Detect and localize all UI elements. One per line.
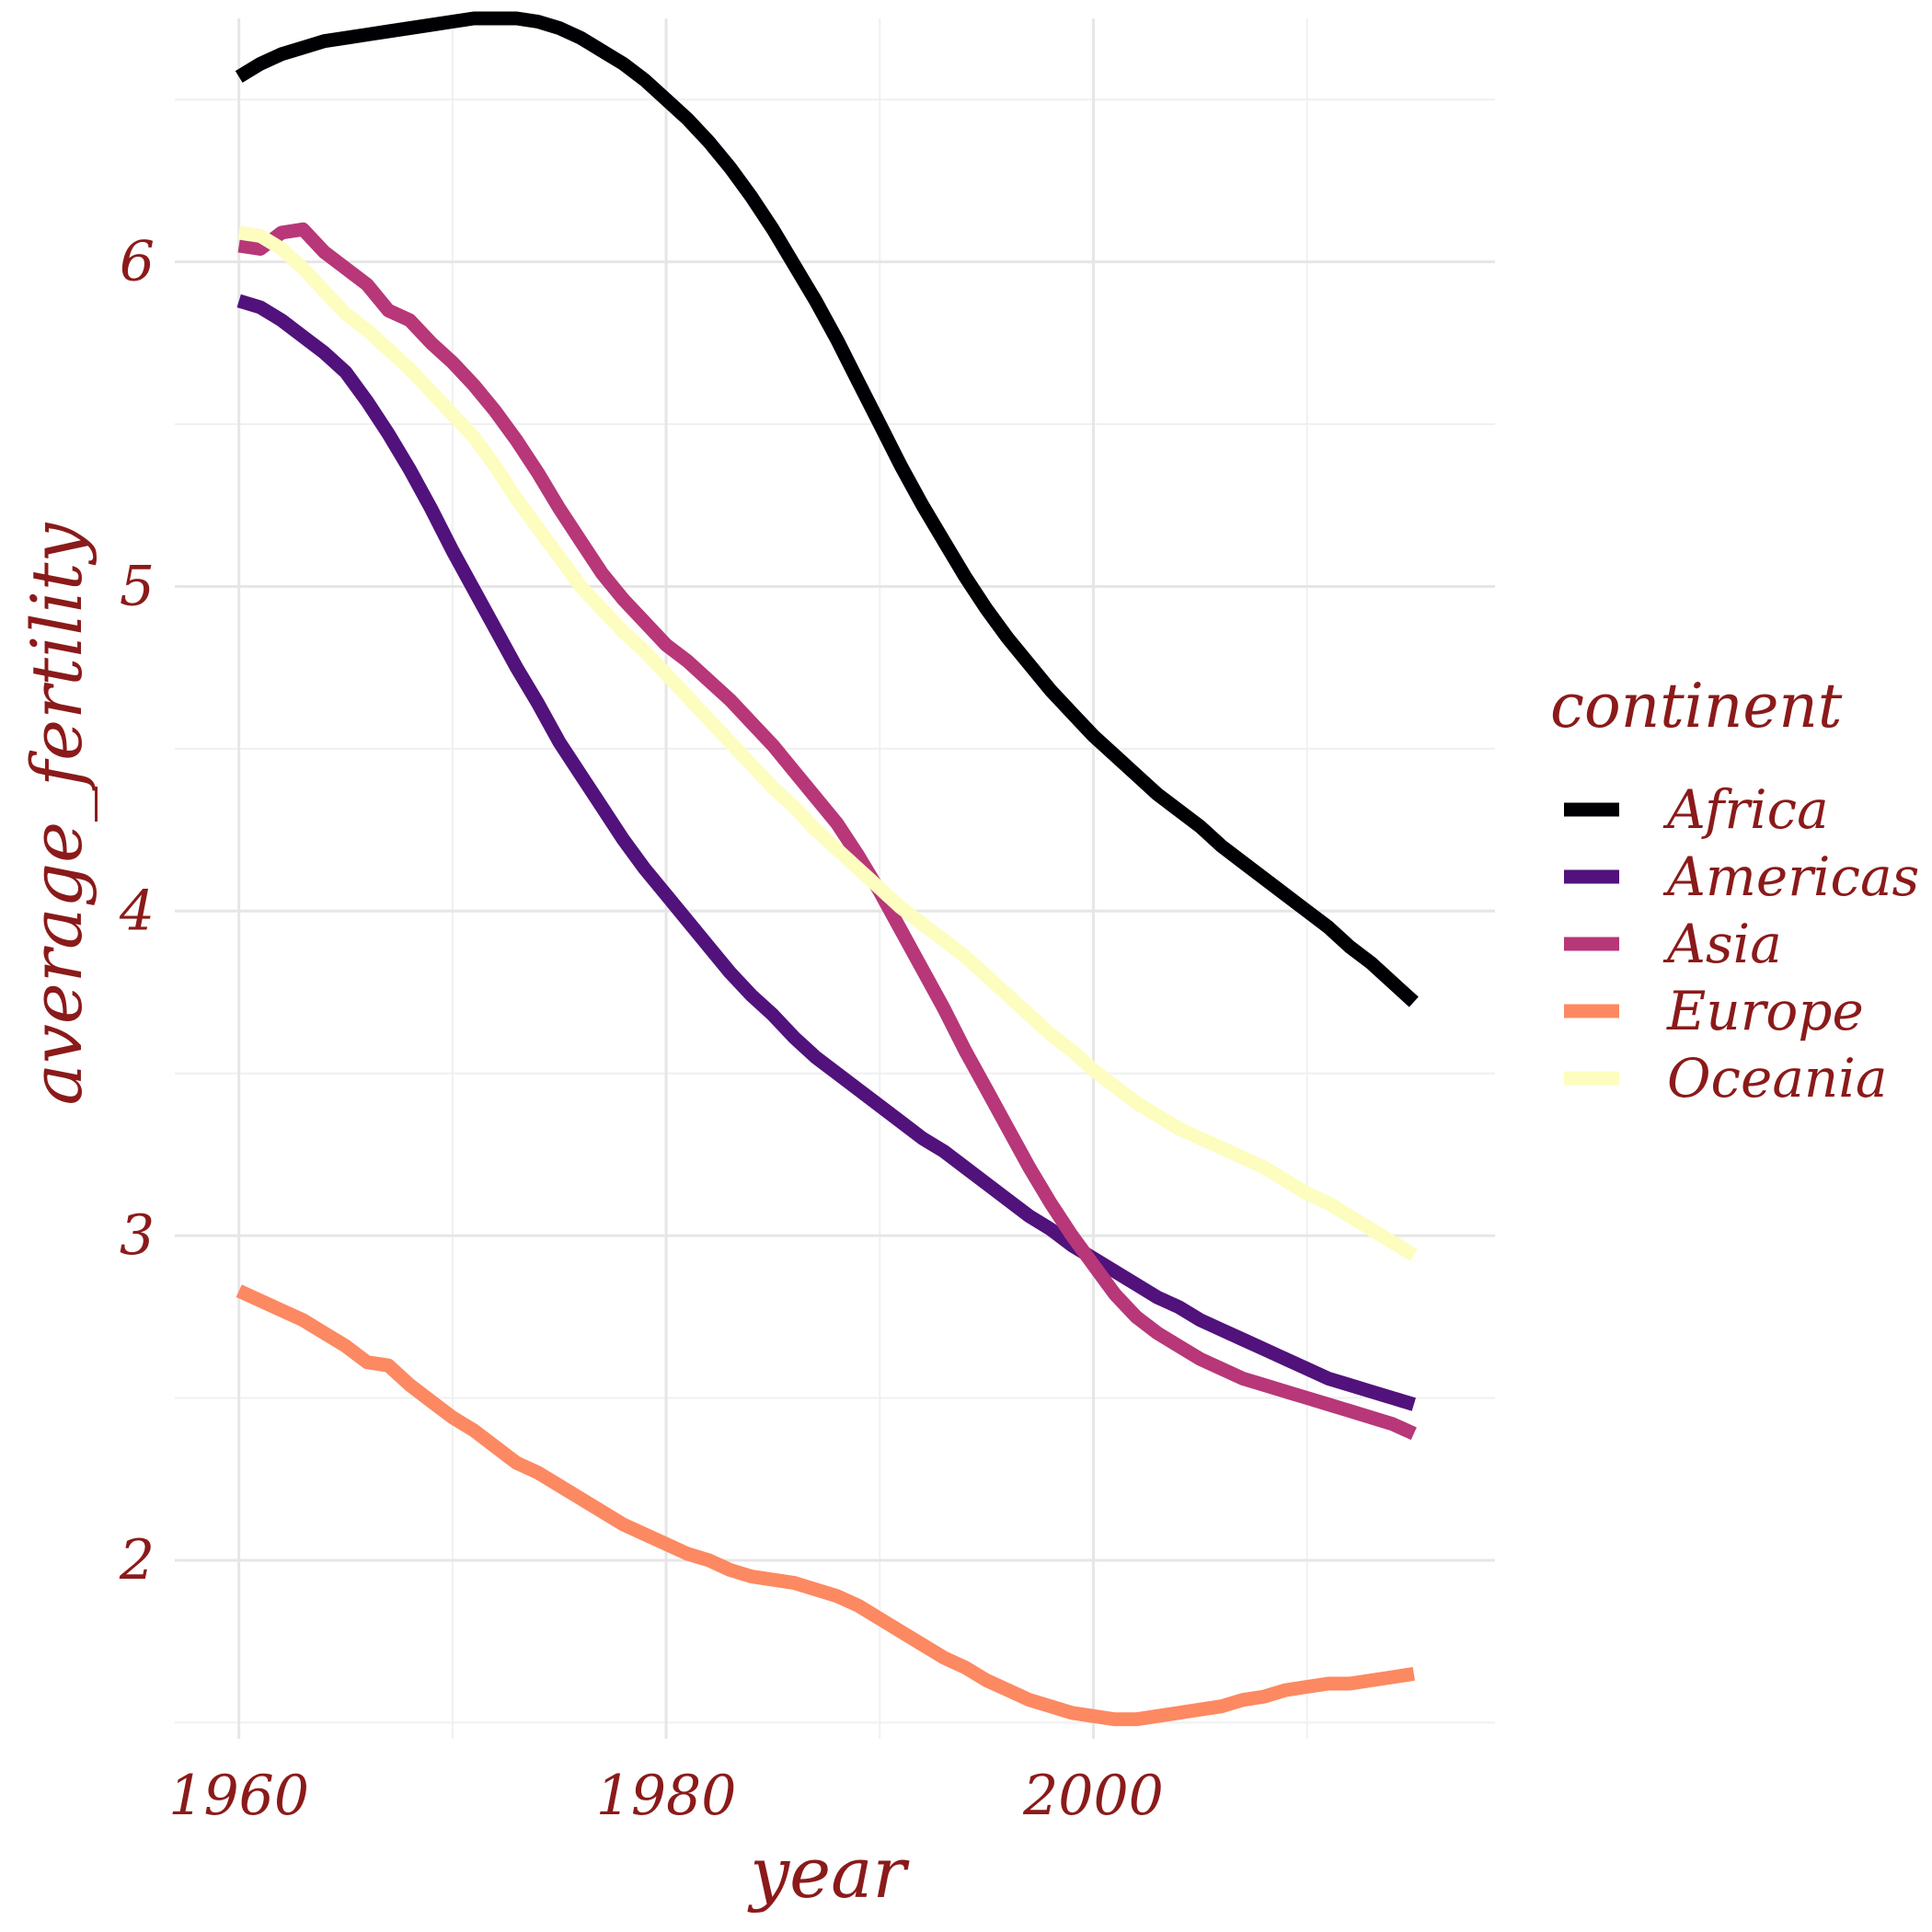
x-axis-ticks: 1960 1980 2000 [168,1764,1164,1828]
legend-title: continent [1550,671,1843,742]
legend: continent AfricaAmericasAsiaEuropeOceani… [1550,671,1919,1110]
legend-label-americas: Americas [1662,845,1919,908]
legend-label-africa: Africa [1662,778,1829,841]
y-tick-label: 2 [119,1528,155,1593]
y-axis-ticks: 2 3 4 5 6 [119,230,155,1593]
series-line-africa [235,11,1419,1007]
series-line-europe [236,1284,1415,1727]
grid [175,18,1495,1739]
legend-label-europe: Europe [1666,980,1864,1042]
y-tick-label: 3 [120,1203,155,1268]
y-tick-label: 4 [119,879,155,943]
y-tick-label: 6 [120,230,155,294]
legend-label-asia: Asia [1662,913,1782,975]
series-lines [235,11,1419,1727]
series-line-asia [237,222,1417,1441]
legend-label-oceania: Oceania [1667,1047,1887,1110]
x-axis-title: year [747,1832,910,1914]
x-tick-label: 1960 [168,1764,309,1828]
series-line-oceania [237,225,1418,1261]
x-tick-label: 1980 [596,1764,737,1828]
y-tick-label: 5 [120,554,155,618]
y-axis-title: average_fertility [16,523,98,1106]
x-tick-label: 2000 [1022,1764,1164,1828]
series-line-americas [236,293,1416,1411]
